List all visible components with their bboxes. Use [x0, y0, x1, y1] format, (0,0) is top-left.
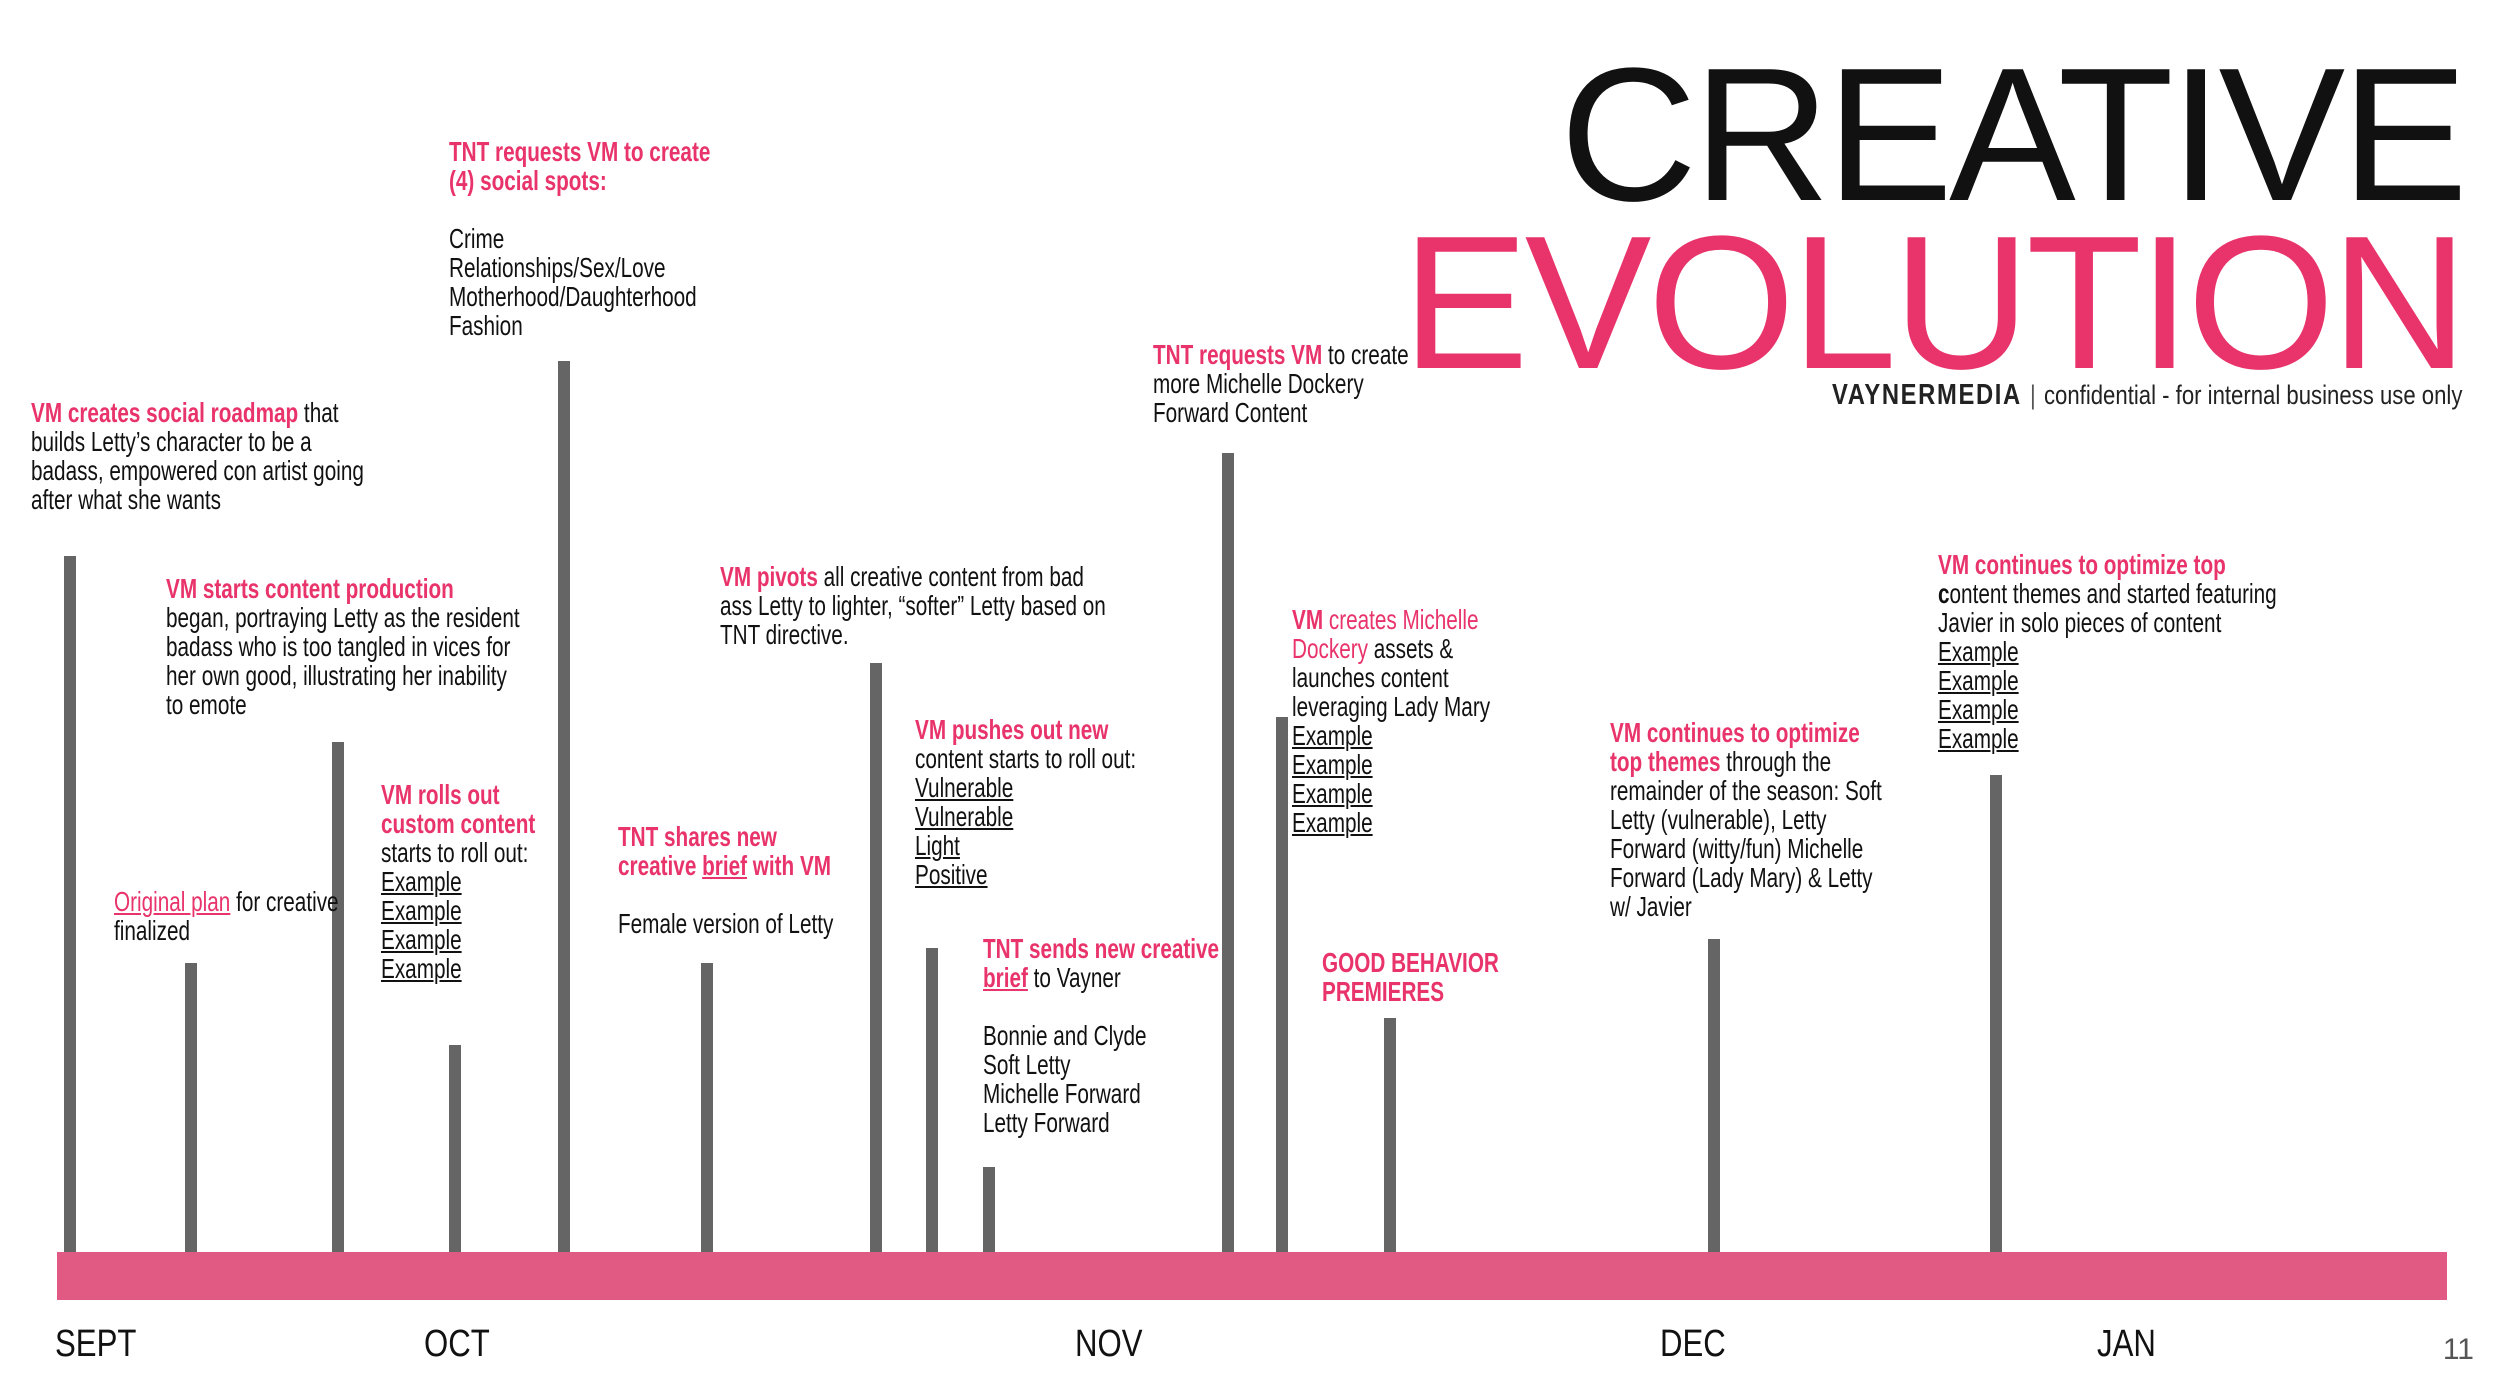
example-link[interactable]: Example — [1292, 778, 1373, 809]
example-link[interactable]: Example — [381, 895, 462, 926]
timeline-bar — [1708, 939, 1720, 1253]
brief-item: Bonnie and Clyde — [983, 1020, 1147, 1051]
content-link[interactable]: Vulnerable — [915, 801, 1014, 832]
vaynermedia-logo: VAYNERMEDIA — [1832, 379, 2022, 411]
event-tnt-sends-brief: TNT sends new creative brief to Vayner B… — [983, 933, 1220, 1138]
example-link[interactable]: Example — [1938, 665, 2019, 696]
brief-item: Soft Letty — [983, 1049, 1071, 1080]
event-vm-pivots: VM pivots all creative content from bad … — [720, 561, 1106, 650]
timeline-bar — [1276, 717, 1288, 1253]
timeline-axis — [57, 1252, 2447, 1300]
brand-bar: VAYNERMEDIA | confidential - for internal … — [1832, 379, 2500, 412]
timeline-bar — [558, 361, 570, 1253]
brand-separator: | — [2030, 380, 2036, 410]
example-link[interactable]: Example — [381, 924, 462, 955]
content-link[interactable]: Vulnerable — [915, 772, 1014, 803]
example-link[interactable]: Example — [1292, 720, 1373, 751]
example-link[interactable]: Example — [381, 953, 462, 984]
event-social-spots: TNT requests VM to create (4) social spo… — [449, 136, 711, 341]
event-vm-pushes-new: VM pushes out new content starts to roll… — [915, 714, 1137, 890]
event-custom-content: VM rolls out custom content starts to ro… — [381, 779, 536, 984]
example-link[interactable]: Example — [1938, 636, 2019, 667]
event-social-roadmap: VM creates social roadmap that builds Le… — [31, 397, 364, 515]
event-good-behavior-premieres: GOOD BEHAVIOR PREMIERES — [1322, 947, 1499, 1007]
title-line-2: EVOLUTION — [1402, 197, 2468, 409]
brief-item: Michelle Forward — [983, 1078, 1141, 1109]
brief-link[interactable]: brief — [702, 850, 748, 881]
example-link[interactable]: Example — [381, 866, 462, 897]
example-link[interactable]: Example — [1292, 749, 1373, 780]
example-link[interactable]: Example — [1938, 723, 2019, 754]
spot-item: Crime — [449, 223, 505, 254]
event-optimize-javier: VM continues to optimize top content the… — [1938, 549, 2277, 754]
brief-item: Letty Forward — [983, 1107, 1110, 1138]
timeline-bar — [332, 742, 344, 1253]
spot-item: Motherhood/Daughterhood — [449, 281, 697, 312]
timeline-bar — [983, 1167, 995, 1253]
event-original-plan: Original plan for creative finalized — [114, 886, 339, 946]
month-label-nov: NOV — [1075, 1323, 1143, 1365]
spot-item: Fashion — [449, 310, 523, 341]
event-highlight: VM creates social roadmap — [31, 397, 299, 428]
brief-link[interactable]: brief — [983, 962, 1028, 993]
timeline-bar — [185, 963, 197, 1253]
event-content-production: VM starts content production began, port… — [166, 573, 520, 720]
event-optimize-themes: VM continues to optimize top themes thro… — [1610, 717, 1882, 922]
example-link[interactable]: Example — [1938, 694, 2019, 725]
event-michelle-dockery-assets: VM creates Michelle Dockery assets & lau… — [1292, 604, 1491, 838]
timeline-bar — [926, 948, 938, 1253]
original-plan-highlight: Original plan — [114, 886, 231, 917]
confidential-note: confidential - for internal business use… — [2043, 380, 2463, 410]
timeline-bar — [701, 963, 713, 1253]
month-label-oct: OCT — [424, 1323, 490, 1365]
page-number: 11 — [2442, 1333, 2474, 1366]
month-label-dec: DEC — [1660, 1323, 1726, 1365]
event-tnt-requests-dockery: TNT requests VM to create more Michelle … — [1153, 339, 1409, 428]
event-tnt-shares-brief: TNT shares new creative brief with VM Fe… — [618, 821, 834, 939]
timeline-bar — [449, 1045, 461, 1253]
title-line-1: CREATIVE — [1559, 29, 2468, 241]
timeline-bar — [64, 556, 76, 1253]
timeline-bar — [1222, 453, 1234, 1253]
example-link[interactable]: Example — [1292, 807, 1373, 838]
timeline-bar — [1384, 1018, 1396, 1253]
timeline-bar — [1990, 775, 2002, 1253]
month-label-jan: JAN — [2097, 1323, 2156, 1365]
timeline-bar — [870, 663, 882, 1253]
month-label-sept: SEPT — [55, 1323, 137, 1365]
content-link[interactable]: Light — [915, 830, 960, 861]
content-link[interactable]: Positive — [915, 859, 988, 890]
spot-item: Relationships/Sex/Love — [449, 252, 666, 283]
